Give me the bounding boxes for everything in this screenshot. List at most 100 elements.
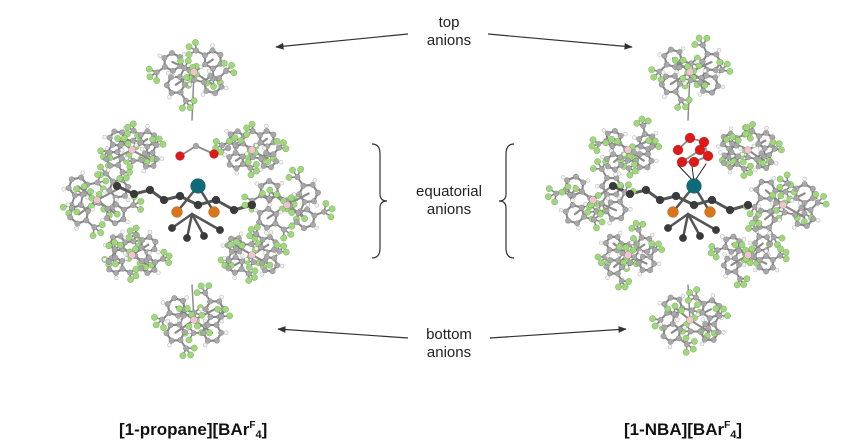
fluorine-atom bbox=[193, 322, 201, 330]
carbon-atom bbox=[265, 205, 272, 212]
hydrogen-atom bbox=[156, 270, 161, 276]
fluorine-atom bbox=[165, 259, 173, 267]
fluorine-atom bbox=[689, 345, 697, 353]
hydrogen-atom bbox=[119, 148, 125, 153]
fluorine-atom bbox=[615, 243, 623, 251]
hydrogen-atom bbox=[232, 275, 237, 280]
fluorine-atom bbox=[743, 123, 751, 131]
hydrogen-atom bbox=[167, 94, 172, 100]
carbon-atom bbox=[109, 141, 116, 148]
fluorine-atom bbox=[783, 171, 791, 179]
carbon-atom bbox=[106, 266, 113, 273]
fluorine-atom bbox=[301, 215, 309, 223]
fluorine-atom bbox=[650, 73, 658, 81]
hydrogen-atom bbox=[605, 253, 611, 259]
boron-atom bbox=[779, 201, 787, 209]
carbon-atom bbox=[91, 224, 98, 231]
carbon-atom bbox=[801, 210, 808, 217]
fluorine-atom bbox=[153, 77, 161, 84]
fluorine-atom bbox=[129, 120, 137, 128]
carbon-atom bbox=[603, 155, 611, 162]
fluorine-atom bbox=[116, 175, 124, 182]
carbon-atom bbox=[801, 180, 808, 188]
hydrogen-atom bbox=[198, 307, 204, 312]
hydrogen-atom bbox=[699, 341, 705, 347]
carbon-atom bbox=[768, 159, 775, 166]
fluorine-atom bbox=[693, 286, 701, 294]
hydrogen-atom bbox=[220, 243, 225, 248]
hydrogen-atom bbox=[279, 180, 285, 186]
carbon-atom bbox=[578, 204, 585, 211]
fluorine-atom bbox=[615, 283, 622, 291]
carbon-atom bbox=[144, 143, 151, 150]
hydrogen-atom bbox=[259, 272, 265, 277]
carbon-atom bbox=[755, 246, 762, 254]
hydrogen-atom bbox=[764, 125, 769, 131]
bond bbox=[95, 187, 120, 202]
carbon-atom bbox=[232, 245, 240, 252]
carbon-atom bbox=[137, 139, 144, 146]
carbon-atom bbox=[106, 187, 113, 194]
arrow-top-right bbox=[487, 33, 633, 50]
fluorine-atom bbox=[258, 189, 266, 197]
fluorine-atom bbox=[677, 307, 685, 314]
fluorine-atom bbox=[746, 259, 754, 267]
boron-atom bbox=[624, 146, 632, 154]
hydrogen-atom bbox=[697, 92, 703, 97]
carbon-atom bbox=[200, 79, 208, 86]
fluorine-atom bbox=[731, 241, 739, 249]
carbon-atom bbox=[603, 174, 611, 182]
carbon-atom bbox=[756, 256, 763, 263]
carbon-atom bbox=[218, 142, 226, 149]
carbon-atom-cation bbox=[655, 195, 665, 205]
carbon-atom bbox=[657, 317, 664, 324]
carbon-atom bbox=[758, 150, 765, 157]
fluorine-atom bbox=[123, 130, 131, 138]
fluorine-atom bbox=[759, 159, 767, 167]
carbon-atom bbox=[771, 145, 778, 152]
carbon-atom bbox=[227, 131, 234, 138]
carbon-atom bbox=[104, 205, 111, 212]
hydrogen-atom bbox=[623, 131, 628, 137]
fluorine-atom bbox=[190, 97, 198, 105]
carbon-atom bbox=[753, 186, 760, 193]
carbon-atom bbox=[615, 257, 622, 264]
hydrogen-atom bbox=[637, 271, 643, 277]
phosphorus-atom bbox=[171, 206, 183, 218]
fluorine-atom bbox=[743, 275, 751, 283]
carbon-atom bbox=[661, 52, 668, 59]
hydrogen-atom bbox=[224, 129, 229, 134]
hydrogen-atom bbox=[654, 158, 659, 164]
hydrogen-atom bbox=[723, 274, 728, 279]
carbon-atom bbox=[74, 220, 81, 227]
oxygen-atom bbox=[684, 132, 696, 144]
hydrogen-atom bbox=[254, 181, 260, 186]
carbon-atom bbox=[193, 47, 200, 54]
fluorine-atom bbox=[685, 96, 693, 104]
carbon-atom bbox=[755, 140, 762, 147]
fluorine-atom bbox=[186, 104, 194, 112]
carbon-atom bbox=[142, 163, 149, 170]
hydrogen-atom bbox=[147, 250, 152, 256]
fluorine-atom bbox=[558, 188, 566, 196]
carbon-atom-cation bbox=[193, 200, 203, 210]
hydrogen-atom bbox=[727, 170, 733, 175]
fluorine-atom bbox=[282, 145, 290, 153]
bond bbox=[688, 318, 711, 334]
fluorine-atom bbox=[289, 166, 296, 174]
carbon-atom-cation bbox=[247, 200, 257, 210]
hydrogen-atom bbox=[585, 178, 591, 183]
fluorine-atom bbox=[245, 263, 253, 271]
boron-atom bbox=[190, 316, 198, 324]
carbon-atom-cation bbox=[625, 189, 635, 199]
hydrogen-atom bbox=[756, 203, 761, 209]
carbon-atom bbox=[611, 166, 619, 173]
carbon-atom bbox=[245, 270, 252, 277]
carbon-atom bbox=[216, 298, 223, 305]
carbon-atom bbox=[215, 75, 223, 82]
carbon-atom bbox=[163, 82, 170, 89]
carbon-atom bbox=[71, 192, 78, 199]
hydrogen-atom bbox=[613, 172, 618, 177]
fluorine-atom bbox=[243, 124, 251, 132]
hydrogen-atom bbox=[600, 154, 605, 160]
